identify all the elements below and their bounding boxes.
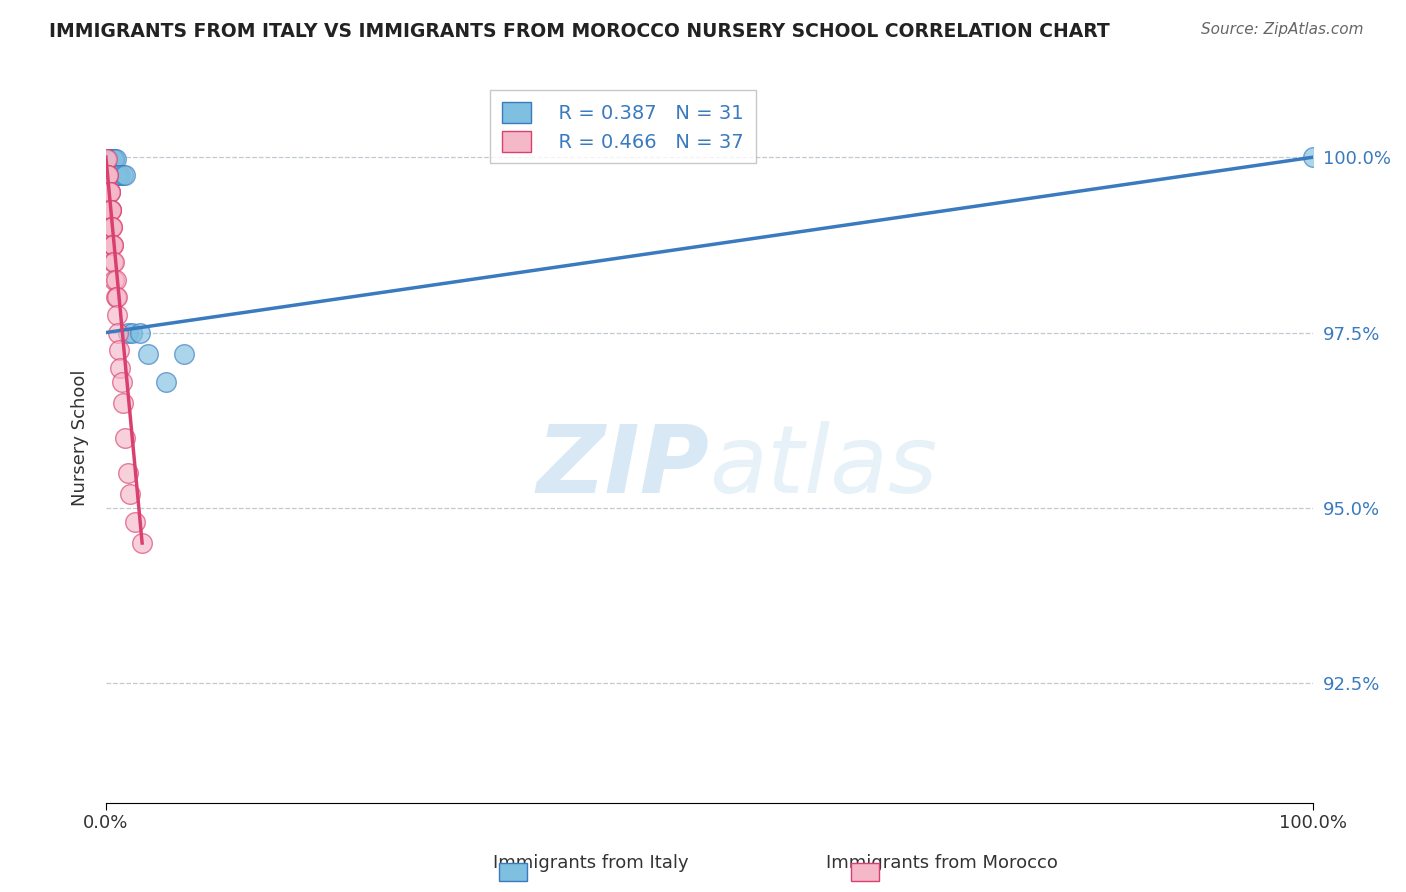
Point xyxy=(103,255,125,269)
Point xyxy=(131,536,153,550)
Point xyxy=(96,168,118,182)
Point xyxy=(104,152,127,166)
Point xyxy=(97,168,120,182)
Point xyxy=(118,487,141,501)
Point xyxy=(103,273,125,287)
Point xyxy=(96,168,118,182)
Point xyxy=(100,220,122,235)
Point xyxy=(110,360,132,375)
Point xyxy=(94,152,117,166)
Point xyxy=(98,186,121,200)
Point xyxy=(101,220,124,235)
Point xyxy=(98,186,121,200)
Point xyxy=(97,186,120,200)
Point xyxy=(110,168,132,182)
Point xyxy=(114,168,136,182)
Point xyxy=(110,375,132,389)
Point xyxy=(101,152,124,166)
Point xyxy=(114,431,136,445)
Point xyxy=(101,255,124,269)
Point xyxy=(105,168,128,182)
Point xyxy=(101,238,124,252)
Text: Immigrants from Morocco: Immigrants from Morocco xyxy=(827,855,1057,872)
Point xyxy=(96,152,118,166)
Point xyxy=(107,326,129,340)
Point xyxy=(100,202,122,217)
Point xyxy=(104,273,127,287)
Point xyxy=(97,152,120,166)
Text: atlas: atlas xyxy=(710,422,938,513)
Y-axis label: Nursery School: Nursery School xyxy=(72,369,89,506)
Point xyxy=(97,168,120,182)
Point xyxy=(100,152,122,166)
Text: Immigrants from Italy: Immigrants from Italy xyxy=(492,855,689,872)
Point xyxy=(101,220,124,235)
Point xyxy=(100,202,122,217)
Point xyxy=(117,326,139,340)
Legend:   R = 0.387   N = 31,   R = 0.466   N = 37: R = 0.387 N = 31, R = 0.466 N = 37 xyxy=(489,90,755,163)
Point xyxy=(101,152,124,166)
Point xyxy=(105,168,128,182)
Point xyxy=(124,515,146,529)
Point xyxy=(98,152,121,166)
Point xyxy=(173,346,195,360)
Point xyxy=(98,186,121,200)
Point xyxy=(117,466,139,480)
Point xyxy=(105,290,128,304)
Point xyxy=(98,152,121,166)
Text: Source: ZipAtlas.com: Source: ZipAtlas.com xyxy=(1201,22,1364,37)
Point xyxy=(101,238,124,252)
Point xyxy=(103,152,125,166)
Point xyxy=(155,375,177,389)
Text: ZIP: ZIP xyxy=(537,421,710,513)
Point xyxy=(111,395,134,409)
Point xyxy=(136,346,159,360)
Text: IMMIGRANTS FROM ITALY VS IMMIGRANTS FROM MOROCCO NURSERY SCHOOL CORRELATION CHAR: IMMIGRANTS FROM ITALY VS IMMIGRANTS FROM… xyxy=(49,22,1109,41)
Point xyxy=(108,343,131,357)
Point xyxy=(98,152,121,166)
Point xyxy=(100,152,122,166)
Point xyxy=(101,152,124,166)
Point xyxy=(97,152,120,166)
Point xyxy=(100,202,122,217)
Point xyxy=(105,308,128,322)
Point xyxy=(1302,150,1324,164)
Point xyxy=(101,238,124,252)
Point xyxy=(104,168,127,182)
Point xyxy=(101,152,124,166)
Point xyxy=(103,152,125,166)
Point xyxy=(121,326,143,340)
Point xyxy=(104,290,127,304)
Point xyxy=(111,168,134,182)
Point xyxy=(107,168,129,182)
Point xyxy=(128,326,150,340)
Point xyxy=(101,152,124,166)
Point xyxy=(96,152,118,166)
Point xyxy=(100,152,122,166)
Point xyxy=(98,202,121,217)
